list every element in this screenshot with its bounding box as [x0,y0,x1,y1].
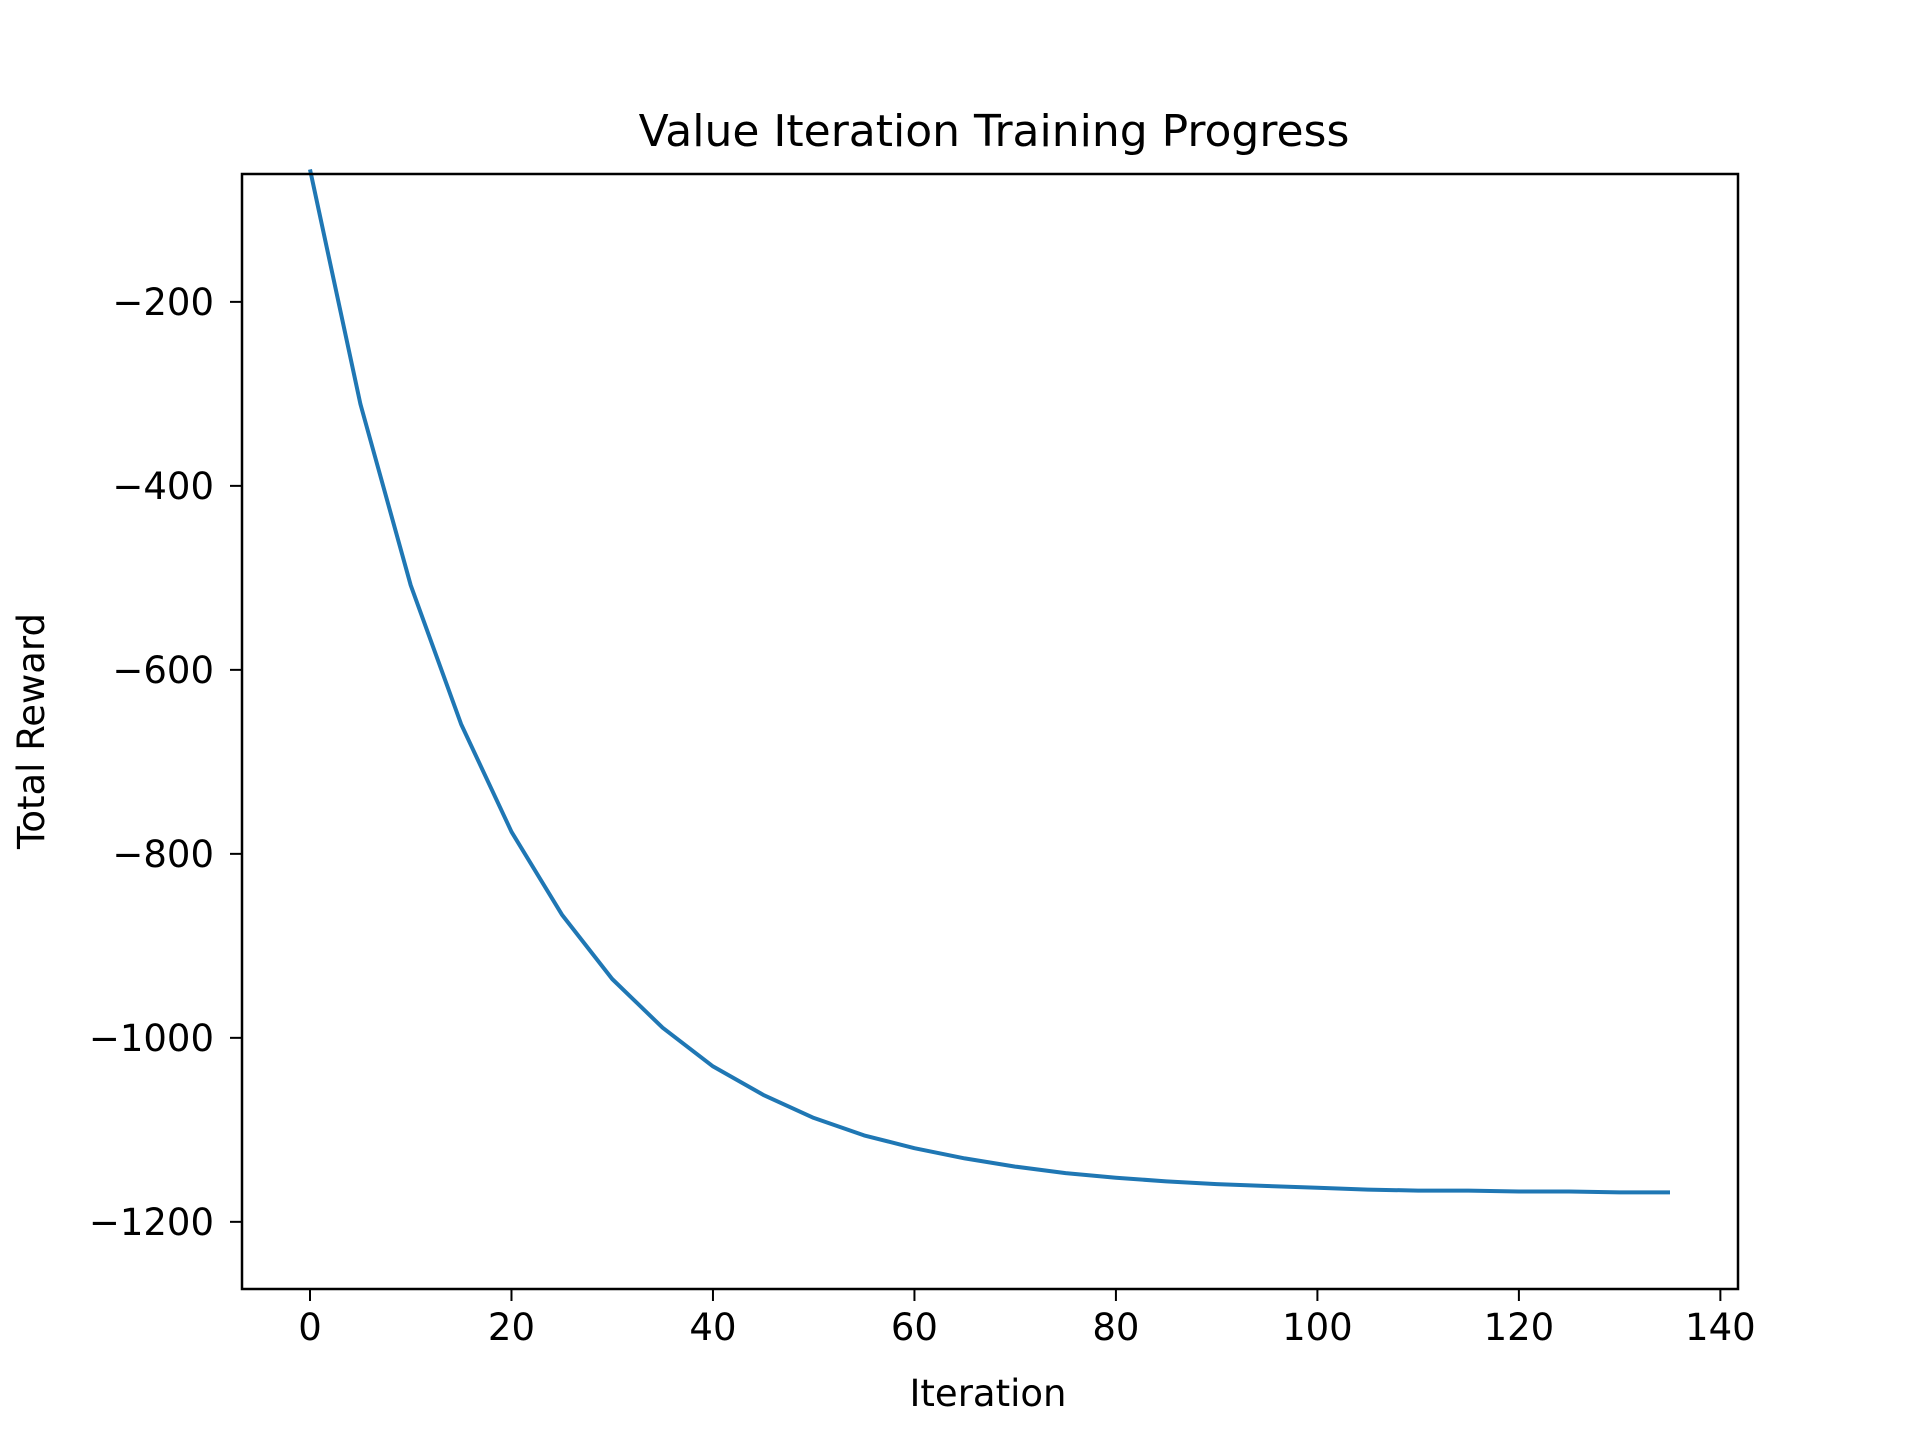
x-tick-label: 120 [1484,1306,1555,1349]
y-tick-label: −400 [112,465,214,508]
plot-area [308,168,1670,1195]
chart-title: Value Iteration Training Progress [639,106,1350,157]
x-tick-label: 140 [1685,1306,1756,1349]
y-axis-label: Total Reward [10,613,53,850]
y-axis-ticks: −200 −400 −600 −800 −1000 −1200 [89,281,242,1244]
x-tick-label: 60 [891,1306,938,1349]
x-tick-label: 20 [488,1306,535,1349]
x-tick-label: 40 [689,1306,736,1349]
y-tick-label: −600 [112,649,214,692]
y-tick-label: −800 [112,833,214,876]
y-tick-label: −1200 [89,1201,214,1244]
x-tick-label: 100 [1282,1306,1353,1349]
series-line-total-reward [308,168,1670,1195]
x-axis-label: Iteration [910,1372,1067,1415]
axes-frame [240,172,1740,1291]
y-tick-label: −200 [112,281,214,324]
x-axis-ticks: 0 20 40 60 80 100 120 140 [298,1289,1756,1349]
y-tick-label: −1000 [89,1017,214,1060]
x-tick-label: 80 [1092,1306,1139,1349]
x-tick-label: 0 [298,1306,322,1349]
